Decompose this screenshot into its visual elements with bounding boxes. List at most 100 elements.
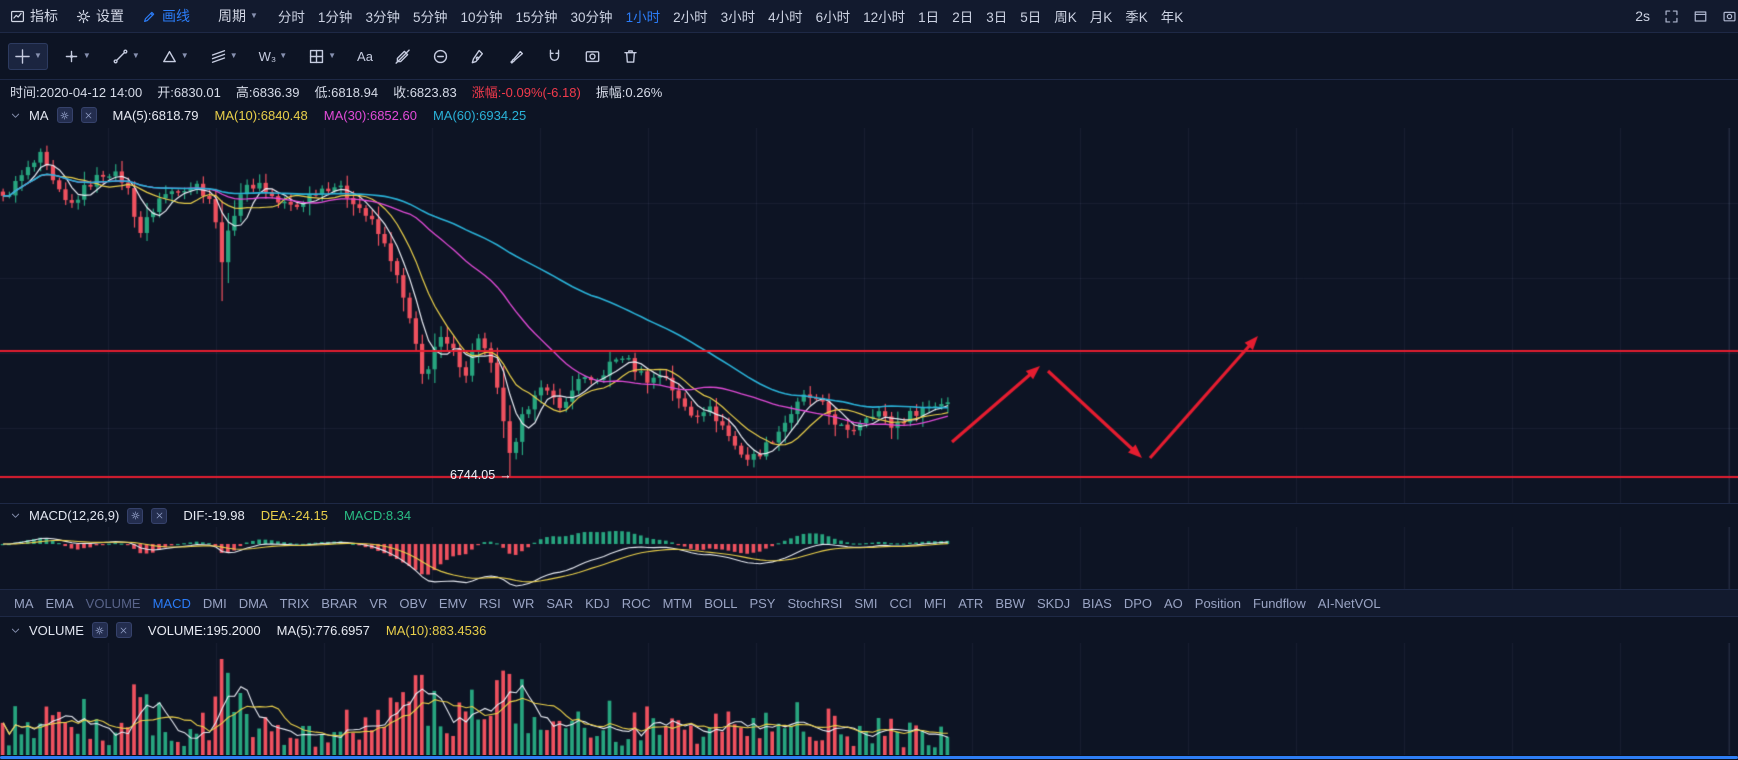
tab-VOLUME[interactable]: VOLUME xyxy=(85,595,141,611)
ma-legend: MA MA(5):6818.79 MA(10):6840.48 MA(30):685… xyxy=(0,102,1738,128)
pencil-icon xyxy=(142,9,157,24)
tab-KDJ[interactable]: KDJ xyxy=(585,595,610,611)
refresh-interval[interactable]: 2s xyxy=(1635,8,1650,24)
timeframe-15分钟[interactable]: 15分钟 xyxy=(515,10,558,25)
cursor-crosshair-tool[interactable]: ▼ xyxy=(8,42,48,70)
tab-BIAS[interactable]: BIAS xyxy=(1082,595,1112,611)
link-tool[interactable] xyxy=(426,43,455,70)
delete-tool[interactable] xyxy=(616,43,645,70)
ohlc-open: 开:6830.01 xyxy=(157,84,221,100)
tab-MACD[interactable]: MACD xyxy=(152,595,191,611)
tab-CCI[interactable]: CCI xyxy=(889,595,912,611)
shape-tool[interactable]: ▼ xyxy=(155,43,195,70)
chevron-down-icon[interactable] xyxy=(10,625,21,636)
macd-settings-button[interactable] xyxy=(127,507,144,524)
chevron-down-icon[interactable] xyxy=(10,110,21,121)
tab-RSI[interactable]: RSI xyxy=(479,595,501,611)
tab-DMI[interactable]: DMI xyxy=(202,595,227,611)
brush-tool[interactable] xyxy=(502,43,531,70)
ma5-value: MA(5):6818.79 xyxy=(112,107,199,123)
timeframe-10分钟[interactable]: 10分钟 xyxy=(460,10,503,25)
timeframe-6小时[interactable]: 6小时 xyxy=(815,10,851,25)
period-dropdown[interactable]: 周期 ▼ xyxy=(218,6,258,26)
timeframe-5分钟[interactable]: 5分钟 xyxy=(412,10,448,25)
tab-BBW[interactable]: BBW xyxy=(995,595,1025,611)
tab-StochRSI[interactable]: StochRSI xyxy=(787,595,843,611)
volume-ma10-value: MA(10):883.4536 xyxy=(385,622,487,638)
macd-close-button[interactable] xyxy=(151,507,168,524)
wave-tool[interactable]: W₃ ▼ xyxy=(253,43,294,70)
tab-Fundflow[interactable]: Fundflow xyxy=(1253,595,1306,611)
tab-WR[interactable]: WR xyxy=(512,595,535,611)
tab-EMA[interactable]: EMA xyxy=(45,595,74,611)
timeframe-年K[interactable]: 年K xyxy=(1160,10,1184,25)
tab-AI-NetVOL[interactable]: AI-NetVOL xyxy=(1317,595,1381,611)
timeframe-1分钟[interactable]: 1分钟 xyxy=(317,10,353,25)
cross-pointer-tool[interactable]: ▼ xyxy=(57,43,97,70)
tab-SMI[interactable]: SMI xyxy=(854,595,878,611)
timeframe-3日[interactable]: 3日 xyxy=(986,10,1008,25)
tab-SAR[interactable]: SAR xyxy=(546,595,574,611)
tab-VR[interactable]: VR xyxy=(369,595,388,611)
timeframe-5日[interactable]: 5日 xyxy=(1020,10,1042,25)
timeframe-季K[interactable]: 季K xyxy=(1125,10,1148,25)
timeframe-1小时[interactable]: 1小时 xyxy=(625,10,661,25)
macd-canvas[interactable] xyxy=(0,527,1738,589)
eraser-tool[interactable] xyxy=(388,43,417,70)
draw-line-button[interactable]: 画线 xyxy=(142,6,190,26)
tab-DMA[interactable]: DMA xyxy=(238,595,268,611)
main-chart-canvas[interactable] xyxy=(0,128,1738,503)
tab-AO[interactable]: AO xyxy=(1163,595,1183,611)
ma-close-button[interactable] xyxy=(80,107,97,123)
tab-MTM[interactable]: MTM xyxy=(662,595,693,611)
timeframe-30分钟[interactable]: 30分钟 xyxy=(570,10,613,25)
tab-MA[interactable]: MA xyxy=(14,595,34,611)
timeframe-2日[interactable]: 2日 xyxy=(952,10,974,25)
caret-down-icon: ▼ xyxy=(180,51,189,60)
pen-tool[interactable] xyxy=(464,43,493,70)
tab-ATR[interactable]: ATR xyxy=(958,595,984,611)
popout-window-icon[interactable] xyxy=(1693,9,1708,24)
tab-PSY[interactable]: PSY xyxy=(749,595,776,611)
settings-button[interactable]: 设置 xyxy=(76,6,124,26)
tab-BOLL[interactable]: BOLL xyxy=(704,595,738,611)
timeframe-分时[interactable]: 分时 xyxy=(277,10,305,25)
chevron-down-icon[interactable] xyxy=(10,510,21,521)
pattern-tool[interactable]: ▼ xyxy=(302,43,342,70)
text-tool[interactable]: Aa xyxy=(351,43,379,70)
timeframe-周K[interactable]: 周K xyxy=(1054,10,1077,25)
tab-OBV[interactable]: OBV xyxy=(399,595,427,611)
tab-ROC[interactable]: ROC xyxy=(621,595,651,611)
snapshot-tool[interactable] xyxy=(578,43,607,70)
trend-line-tool[interactable]: ▼ xyxy=(106,43,146,70)
indicator-chart-icon xyxy=(10,9,25,24)
volume-canvas[interactable] xyxy=(0,643,1738,755)
ohlc-close: 收:6823.83 xyxy=(393,84,457,100)
tab-MFI[interactable]: MFI xyxy=(923,595,947,611)
timeframe-3分钟[interactable]: 3分钟 xyxy=(365,10,400,25)
ma-legend-title: MA xyxy=(29,107,49,123)
timeframe-3小时[interactable]: 3小时 xyxy=(720,10,756,25)
tab-BRAR[interactable]: BRAR xyxy=(321,595,358,611)
screenshot-icon[interactable] xyxy=(1722,9,1737,24)
tab-Position[interactable]: Position xyxy=(1194,595,1242,611)
timeframe-12小时[interactable]: 12小时 xyxy=(863,10,906,25)
fullscreen-icon[interactable] xyxy=(1664,9,1679,24)
timeframe-月K[interactable]: 月K xyxy=(1089,10,1113,25)
timeframe-4小时[interactable]: 4小时 xyxy=(768,10,803,25)
parallel-channel-tool[interactable]: ▼ xyxy=(204,43,244,70)
ma-settings-button[interactable] xyxy=(56,107,73,123)
volume-close-button[interactable] xyxy=(115,622,132,638)
volume-settings-button[interactable] xyxy=(91,622,108,638)
indicators-button[interactable]: 指标 xyxy=(10,6,58,26)
magnet-tool[interactable] xyxy=(540,43,569,70)
macd-values: DIF:-19.98 DEA:-24.15 MACD:8.34 xyxy=(183,508,411,523)
tab-TRIX[interactable]: TRIX xyxy=(279,595,310,611)
chart-scrollbar-thumb[interactable] xyxy=(0,756,1738,759)
tab-EMV[interactable]: EMV xyxy=(438,595,468,611)
timeframe-2小时[interactable]: 2小时 xyxy=(673,10,708,25)
tab-DPO[interactable]: DPO xyxy=(1123,595,1152,611)
dif-value: DIF:-19.98 xyxy=(183,508,245,523)
tab-SKDJ[interactable]: SKDJ xyxy=(1036,595,1071,611)
timeframe-1日[interactable]: 1日 xyxy=(918,10,940,25)
